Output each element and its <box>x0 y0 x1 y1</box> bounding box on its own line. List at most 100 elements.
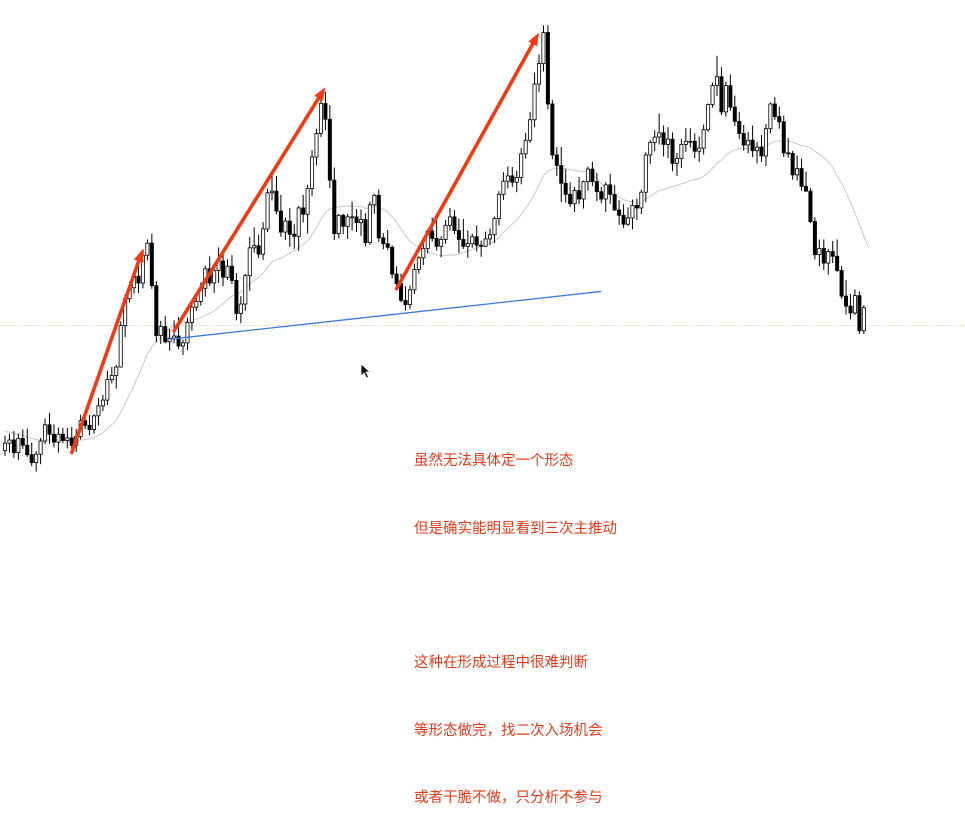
candle-body <box>212 270 217 284</box>
candle <box>483 231 488 247</box>
candle-body <box>804 186 809 192</box>
candle-body <box>492 218 497 236</box>
candle <box>666 127 671 159</box>
candle-body <box>474 236 479 246</box>
candle <box>510 167 515 187</box>
candle <box>763 123 768 166</box>
candle <box>243 274 248 311</box>
candle-body <box>416 257 421 270</box>
candle-body <box>381 237 386 245</box>
candle-body <box>34 453 39 463</box>
candle-body <box>229 265 234 281</box>
candle <box>826 248 831 275</box>
candle <box>416 256 421 274</box>
candle <box>719 67 724 116</box>
candle <box>470 233 475 248</box>
candle-body <box>648 141 653 156</box>
candle <box>674 152 679 176</box>
candle-body <box>341 214 346 227</box>
candle <box>189 301 194 331</box>
candle-body <box>781 121 786 154</box>
candle-body <box>857 295 862 332</box>
candle-body <box>332 179 337 235</box>
candle <box>812 217 817 260</box>
candle <box>163 316 168 344</box>
candle <box>715 55 720 97</box>
candle <box>310 150 315 196</box>
candle <box>568 182 573 207</box>
candle-body <box>795 168 800 176</box>
candle-body <box>786 152 791 155</box>
candle <box>158 320 163 344</box>
candlestick-chart <box>0 25 965 472</box>
candle <box>492 216 497 244</box>
candle <box>247 236 252 291</box>
candle-body <box>283 220 288 233</box>
candle <box>136 264 141 293</box>
candle-body <box>269 190 274 194</box>
candle-body <box>452 216 457 231</box>
candle-body <box>768 103 773 130</box>
candle-body <box>585 168 590 183</box>
candle <box>706 103 711 132</box>
candle-body <box>528 119 533 141</box>
candle <box>488 228 493 246</box>
candle-body <box>652 136 657 143</box>
candle-body <box>848 305 853 314</box>
candle-body <box>608 184 613 195</box>
candle <box>149 233 154 289</box>
candle <box>612 185 617 211</box>
candle-body <box>354 216 359 224</box>
annotation-line: 虽然无法具体定一个形态 <box>414 453 574 469</box>
arrow-shaft <box>172 96 321 333</box>
candle-body <box>830 251 835 257</box>
candle-body <box>345 216 350 227</box>
candle <box>274 175 279 215</box>
candle-body <box>550 103 555 156</box>
candle <box>403 286 408 311</box>
candle-body <box>706 104 711 131</box>
annotation-notes: 虽然无法具体定一个形态 但是确实能明显看到三次主推动 这种在形成过程中很难判断 … <box>414 405 617 832</box>
candle <box>65 427 70 449</box>
candle-body <box>167 337 172 343</box>
candle-body <box>243 275 248 305</box>
candle-body <box>158 326 163 336</box>
candle-body <box>16 438 21 453</box>
candle <box>96 398 101 426</box>
candle <box>572 186 577 213</box>
candle-body <box>256 245 261 255</box>
candle <box>60 427 65 444</box>
candle <box>216 247 221 284</box>
candle-body <box>541 32 546 64</box>
candle <box>772 97 777 120</box>
candle-body <box>750 139 755 152</box>
candle-body <box>710 85 715 105</box>
candle-body <box>505 175 510 182</box>
candle <box>185 317 190 351</box>
candle-body <box>314 132 319 158</box>
candle-body <box>639 191 644 209</box>
candle-body <box>626 217 631 225</box>
candle-body <box>634 204 639 209</box>
candle-body <box>350 216 355 219</box>
candle-body <box>808 190 813 222</box>
candle <box>363 213 368 247</box>
candle-body <box>501 180 506 195</box>
candle <box>261 222 266 260</box>
candle <box>554 147 559 176</box>
candle <box>118 321 123 368</box>
candle <box>594 172 599 202</box>
candle <box>354 209 359 233</box>
candle-body <box>421 247 426 259</box>
candle <box>180 339 185 355</box>
candle <box>434 220 439 251</box>
candle-body <box>163 326 168 343</box>
candle <box>541 25 546 72</box>
candle <box>20 429 25 449</box>
candle-body <box>327 118 332 181</box>
candle-body <box>812 221 817 256</box>
candle <box>114 364 119 389</box>
candle-body <box>60 433 65 441</box>
candle-body <box>728 85 733 108</box>
candle-body <box>537 63 542 85</box>
